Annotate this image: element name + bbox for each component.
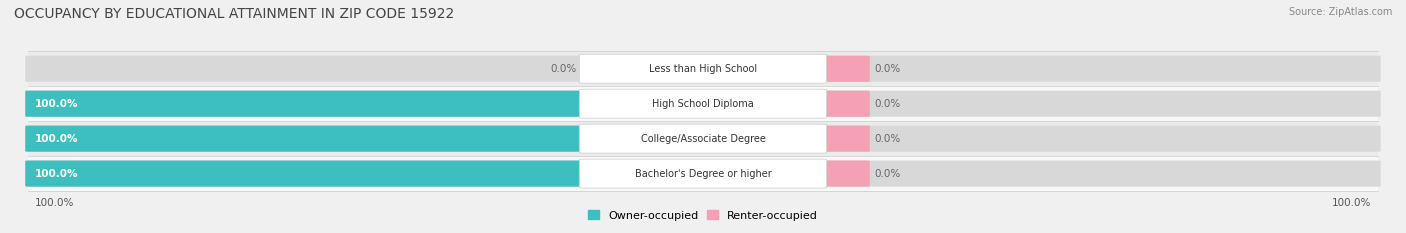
Text: OCCUPANCY BY EDUCATIONAL ATTAINMENT IN ZIP CODE 15922: OCCUPANCY BY EDUCATIONAL ATTAINMENT IN Z… [14,7,454,21]
Text: 100.0%: 100.0% [35,169,79,178]
Legend: Owner-occupied, Renter-occupied: Owner-occupied, Renter-occupied [583,206,823,225]
Text: 100.0%: 100.0% [35,198,75,208]
Text: 0.0%: 0.0% [875,64,900,74]
Text: 100.0%: 100.0% [35,134,79,144]
Text: 100.0%: 100.0% [35,99,79,109]
Text: 0.0%: 0.0% [875,169,900,178]
Text: Bachelor's Degree or higher: Bachelor's Degree or higher [634,169,772,178]
Text: 0.0%: 0.0% [550,64,576,74]
Text: Source: ZipAtlas.com: Source: ZipAtlas.com [1288,7,1392,17]
Text: Less than High School: Less than High School [650,64,756,74]
Text: 0.0%: 0.0% [875,134,900,144]
Text: College/Associate Degree: College/Associate Degree [641,134,765,144]
Text: 0.0%: 0.0% [875,99,900,109]
Text: High School Diploma: High School Diploma [652,99,754,109]
Text: 100.0%: 100.0% [1331,198,1371,208]
